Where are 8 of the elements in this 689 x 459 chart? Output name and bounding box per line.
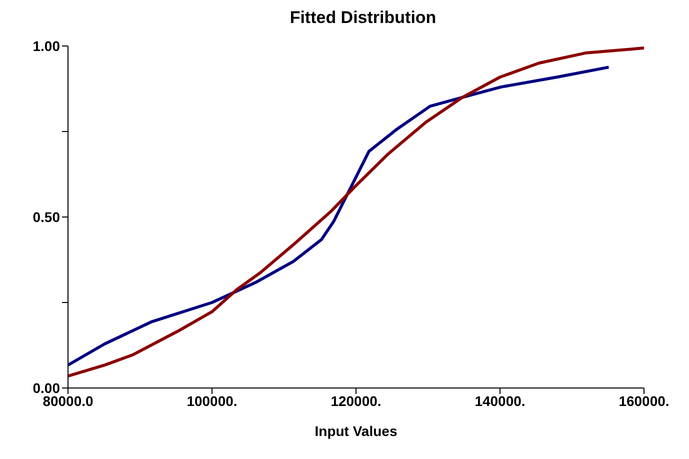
x-tick-label: 160000. bbox=[618, 392, 670, 409]
chart-title: Fitted Distribution bbox=[288, 8, 438, 28]
x-tick-label: 100000. bbox=[186, 392, 238, 409]
x-tick-label: 140000. bbox=[474, 392, 526, 409]
y-tick-label: 1.00 bbox=[32, 38, 60, 54]
x-axis-title: Input Values bbox=[314, 423, 398, 439]
y-tick-label: 0.50 bbox=[32, 208, 60, 225]
x-tick-label: 120000. bbox=[330, 392, 382, 409]
